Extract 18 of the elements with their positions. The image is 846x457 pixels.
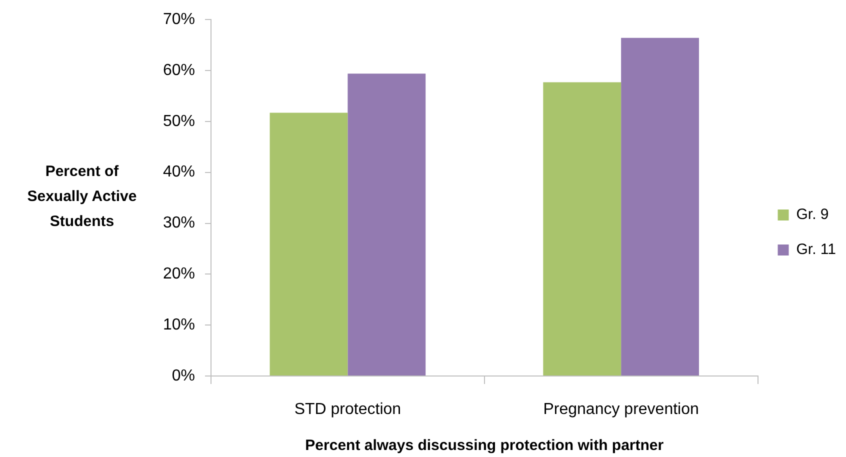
bar — [543, 82, 622, 376]
y-tick-label: 70% — [162, 11, 195, 28]
bar — [621, 38, 699, 376]
y-tick-label: 20% — [162, 266, 195, 283]
x-tick-label: Pregnancy prevention — [543, 401, 699, 418]
y-tick-label: 10% — [162, 316, 195, 334]
y-tick-label: 0% — [172, 367, 195, 384]
x-tick-label: STD protection — [294, 401, 402, 418]
legend-label: Gr. 11 — [796, 241, 836, 258]
y-tick-label: 30% — [162, 214, 195, 232]
x-axis-title: Percent always discussing protection with partner — [305, 437, 664, 454]
y-tick-label: 40% — [162, 164, 195, 181]
bar — [348, 74, 426, 376]
y-tick-label: 50% — [162, 112, 195, 130]
y-tick-label: 60% — [162, 62, 195, 79]
bar — [270, 112, 348, 376]
y-axis-title: Percent of Sexually Active Students — [26, 162, 138, 232]
legend-label: Gr. 9 — [796, 206, 829, 224]
